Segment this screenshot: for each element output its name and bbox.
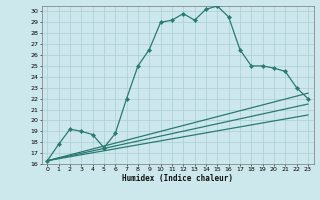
X-axis label: Humidex (Indice chaleur): Humidex (Indice chaleur) [122,174,233,183]
